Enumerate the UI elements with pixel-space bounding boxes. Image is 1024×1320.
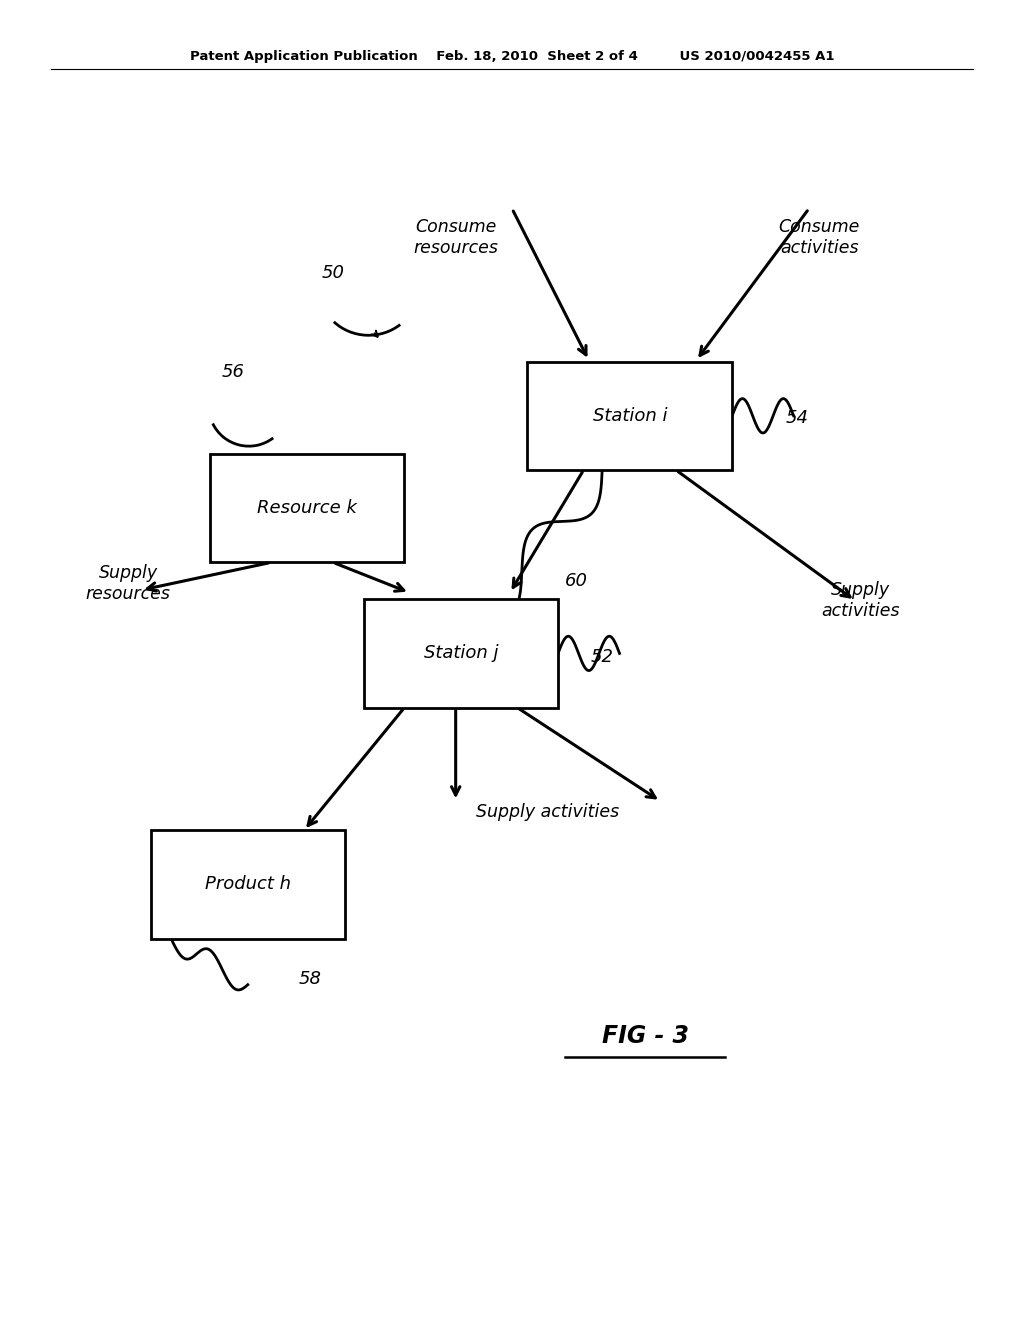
FancyBboxPatch shape — [210, 454, 404, 562]
Text: Patent Application Publication    Feb. 18, 2010  Sheet 2 of 4         US 2010/00: Patent Application Publication Feb. 18, … — [189, 50, 835, 63]
FancyBboxPatch shape — [527, 362, 732, 470]
Text: Supply activities: Supply activities — [476, 803, 620, 821]
Text: 60: 60 — [565, 572, 588, 590]
Text: Product h: Product h — [205, 875, 291, 894]
Text: 54: 54 — [785, 409, 808, 428]
FancyBboxPatch shape — [364, 599, 558, 708]
Text: Supply
resources: Supply resources — [86, 564, 170, 603]
Text: Station i: Station i — [593, 407, 667, 425]
Text: Consume
activities: Consume activities — [778, 218, 860, 257]
Text: FIG - 3: FIG - 3 — [602, 1024, 688, 1048]
Text: Resource k: Resource k — [257, 499, 357, 517]
Text: 50: 50 — [322, 264, 344, 282]
FancyBboxPatch shape — [151, 830, 345, 939]
Text: 58: 58 — [299, 970, 322, 989]
Text: 56: 56 — [222, 363, 245, 381]
Text: Station j: Station j — [424, 644, 498, 663]
Text: Supply
activities: Supply activities — [821, 581, 899, 620]
Text: Consume
resources: Consume resources — [414, 218, 498, 257]
Text: 52: 52 — [591, 648, 613, 667]
